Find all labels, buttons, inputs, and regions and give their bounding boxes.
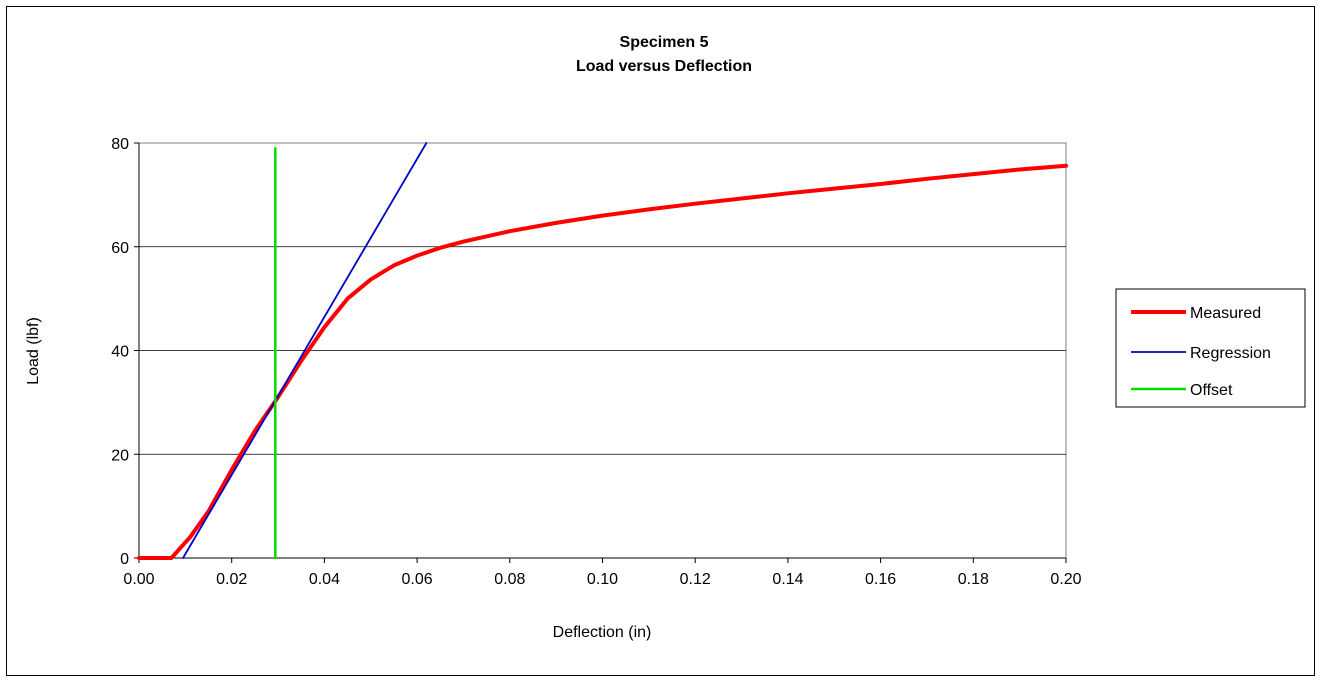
x-tick-label-0: 0.00 (123, 571, 154, 588)
plot-layer: 0 20 40 60 80 0.00 0.02 0.04 0.06 0.08 0.10 0.12 0.1… (111, 136, 1081, 588)
x-tick-label-2: 0.04 (309, 571, 340, 588)
x-tick-label-7: 0.14 (772, 571, 803, 588)
legend-label-regression: Regression (1190, 345, 1271, 362)
y-tick-label-1: 20 (111, 447, 129, 464)
x-tick-label-6: 0.12 (680, 571, 711, 588)
y-tick-label-0: 0 (120, 551, 129, 568)
x-tick-label-9: 0.18 (958, 571, 989, 588)
legend-label-measured: Measured (1190, 305, 1261, 322)
x-tick-label-5: 0.10 (587, 571, 618, 588)
series-measured-line (137, 163, 1068, 560)
x-tick-label-8: 0.16 (865, 571, 896, 588)
x-tick-label-3: 0.06 (402, 571, 433, 588)
chart-subtitle: Load versus Deflection (576, 58, 752, 75)
x-axis-label: Deflection (in) (553, 624, 652, 641)
x-tick-label-1: 0.02 (216, 571, 247, 588)
y-axis-label: Load (lbf) (25, 317, 42, 385)
legend: Measured Regression Offset (1115, 288, 1306, 408)
legend-box (1115, 288, 1306, 408)
series-regression-line (182, 142, 428, 559)
chart-title: Specimen 5 (620, 34, 709, 51)
x-tick-label-10: 0.20 (1050, 571, 1081, 588)
y-tick-label-2: 40 (111, 344, 129, 361)
legend-label-offset: Offset (1190, 382, 1233, 399)
y-tick-label-4: 80 (111, 136, 129, 153)
y-tick-label-3: 60 (111, 240, 129, 257)
x-tick-label-4: 0.08 (494, 571, 525, 588)
